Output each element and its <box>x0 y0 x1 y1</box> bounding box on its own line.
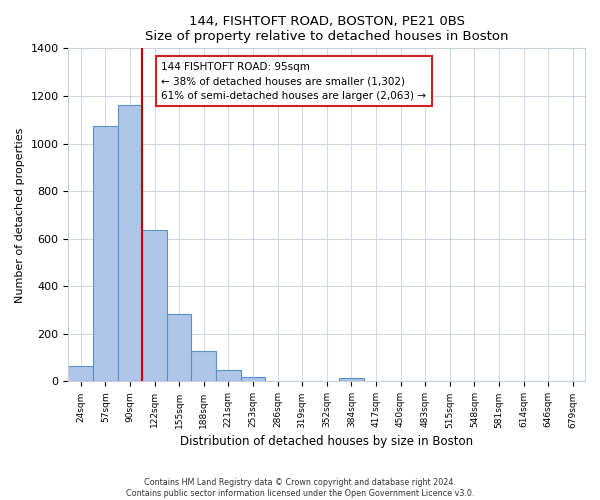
Bar <box>167 314 191 382</box>
Bar <box>216 370 241 382</box>
Text: Contains HM Land Registry data © Crown copyright and database right 2024.
Contai: Contains HM Land Registry data © Crown c… <box>126 478 474 498</box>
Bar <box>118 106 142 382</box>
Bar <box>142 230 167 382</box>
Bar <box>93 126 118 382</box>
Bar <box>191 350 216 382</box>
Bar <box>68 366 93 382</box>
Text: 144 FISHTOFT ROAD: 95sqm
← 38% of detached houses are smaller (1,302)
61% of sem: 144 FISHTOFT ROAD: 95sqm ← 38% of detach… <box>161 62 427 102</box>
Title: 144, FISHTOFT ROAD, BOSTON, PE21 0BS
Size of property relative to detached house: 144, FISHTOFT ROAD, BOSTON, PE21 0BS Siz… <box>145 15 508 43</box>
Bar <box>241 376 265 382</box>
X-axis label: Distribution of detached houses by size in Boston: Distribution of detached houses by size … <box>180 434 473 448</box>
Bar <box>339 378 364 382</box>
Y-axis label: Number of detached properties: Number of detached properties <box>15 127 25 302</box>
